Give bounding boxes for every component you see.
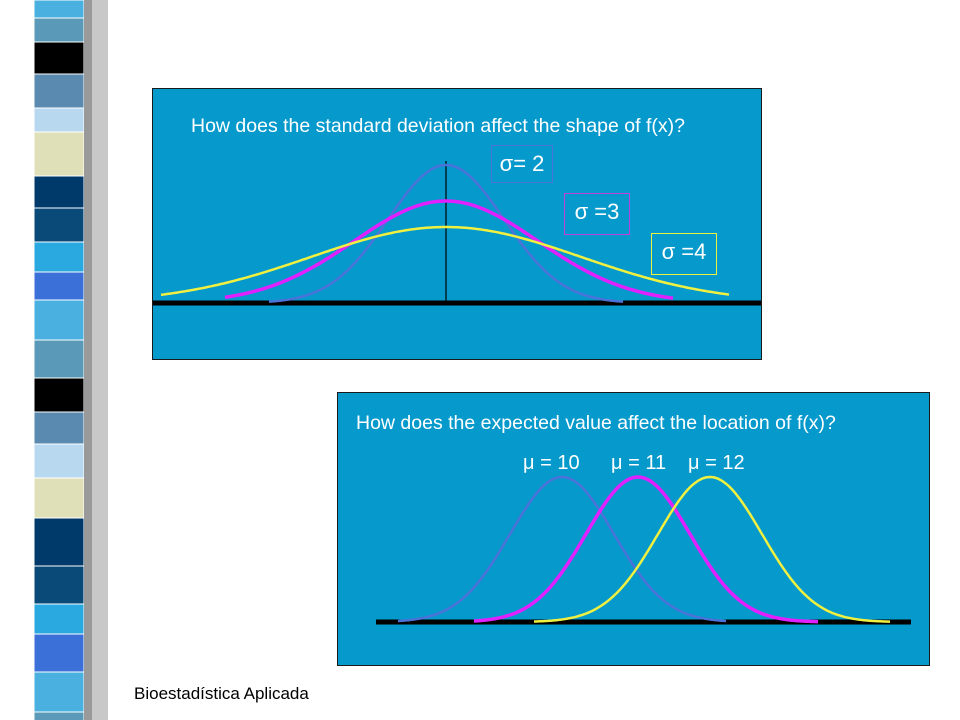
std-deviation-title: How does the standard deviation affect t… — [191, 115, 685, 137]
mu-symbol: μ — [611, 452, 623, 474]
curve-sigma-2 — [268, 163, 624, 303]
mu-symbol: μ — [523, 452, 535, 474]
expected-value-panel: How does the expected value affect the l… — [337, 392, 930, 666]
mu-10-label: μ = 10 — [523, 452, 580, 475]
curve-mu-12 — [534, 475, 890, 623]
sigma-symbol: σ — [499, 151, 514, 176]
curve-mu-11 — [473, 475, 818, 624]
std-deviation-curves — [153, 161, 761, 306]
sigma-4-value: =4 — [675, 239, 707, 264]
mu-12-label: μ = 12 — [688, 452, 745, 475]
sigma-symbol: σ — [574, 199, 589, 224]
expected-value-title: How does the expected value affect the l… — [356, 412, 836, 434]
mu-11-value: = 11 — [622, 452, 667, 474]
expected-value-curves — [376, 475, 911, 625]
mu-12-value: = 12 — [699, 452, 745, 474]
curve-sigma-3 — [224, 199, 674, 300]
curve-sigma-4 — [160, 225, 730, 297]
mu-11-label: μ = 11 — [611, 452, 666, 475]
sigma-3-label: σ =3 — [564, 193, 630, 235]
decorative-side-strip — [33, 0, 108, 720]
mu-symbol: μ — [688, 452, 700, 474]
mu-10-value: = 10 — [534, 452, 580, 474]
sigma-4-label: σ =4 — [651, 233, 717, 275]
sigma-3-value: =3 — [588, 199, 620, 224]
sigma-symbol: σ — [661, 239, 676, 264]
footer-course-name: Bioestadística Aplicada — [134, 684, 309, 703]
sigma-2-value: = 2 — [513, 151, 545, 176]
sigma-2-label: σ= 2 — [491, 145, 553, 183]
std-deviation-panel: How does the standard deviation affect t… — [152, 88, 762, 360]
curve-mu-10 — [397, 475, 727, 623]
